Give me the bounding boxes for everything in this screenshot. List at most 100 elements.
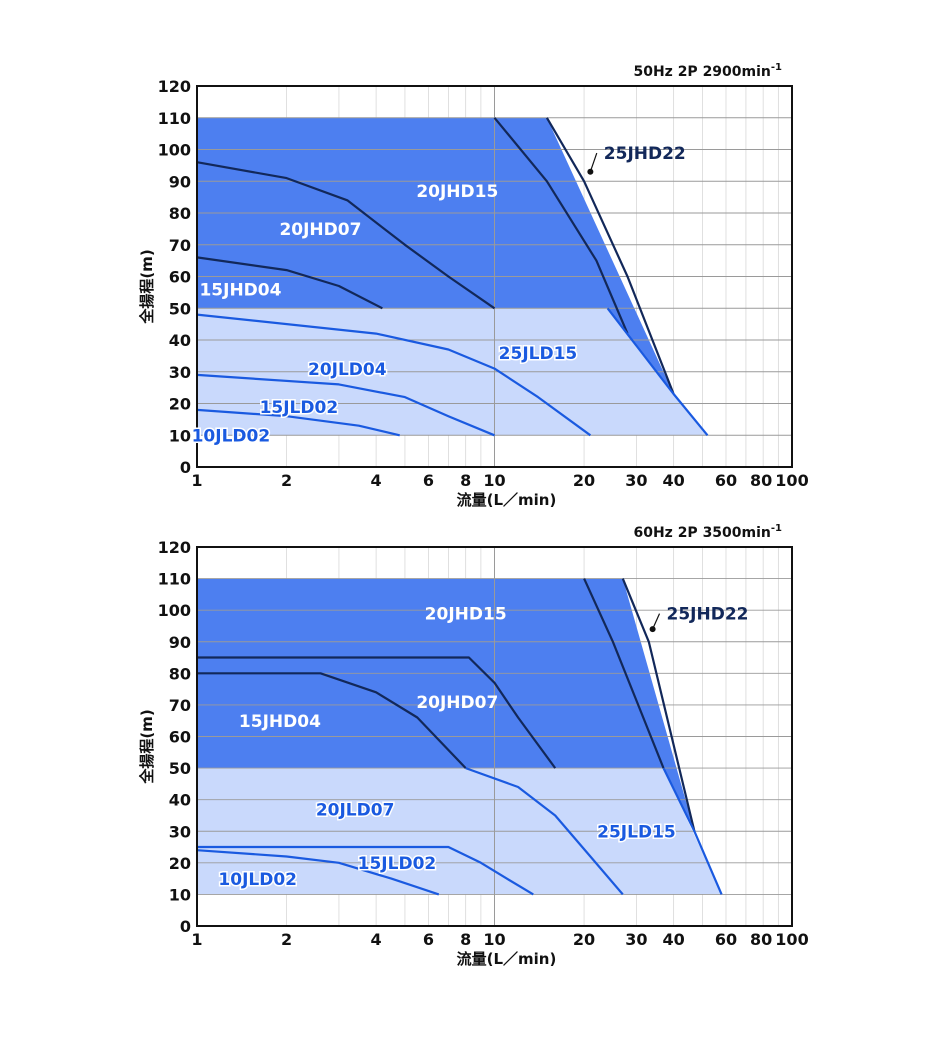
y-tick-label: 80: [169, 664, 191, 683]
y-tick-label: 0: [180, 458, 191, 477]
x-tick-label: 20: [573, 471, 595, 490]
y-tick-label: 10: [169, 426, 191, 445]
plot-frame: [196, 546, 793, 927]
y-tick-label: 20: [169, 854, 191, 873]
y-tick-label: 60: [169, 728, 191, 747]
x-tick-label: 30: [625, 471, 647, 490]
region-jhd: [197, 117, 674, 394]
x-tick-label: 20: [573, 930, 595, 949]
y-tick-label: 70: [169, 696, 191, 715]
series-20jhd07: [197, 656, 557, 769]
y-tick-label: 50: [169, 759, 191, 778]
x-tick-label: 40: [662, 471, 684, 490]
series-20jld07: [465, 767, 624, 896]
series-20jhd07: [196, 161, 496, 310]
chart-2: 0 10 20 30 40 50 60 70 80 90 100 110 120 1 2 4 6 8 10 20 30 4…: [138, 523, 809, 968]
y-tick-label: 50: [169, 299, 191, 318]
major-grid: [197, 547, 792, 926]
x-tick-label: 100: [775, 930, 808, 949]
y-tick-label: 20: [169, 395, 191, 414]
y-tick-label: 40: [169, 791, 191, 810]
x-tick-label: 80: [750, 930, 772, 949]
y-tick-label: 110: [158, 570, 191, 589]
x-axis-label: 流量(L／min): [457, 950, 557, 968]
x-tick-label: 30: [625, 930, 647, 949]
chart-header-sup: -1: [771, 62, 782, 73]
x-tick-label: 4: [371, 930, 382, 949]
chart-header: 60Hz 2P 3500min-1: [633, 523, 782, 541]
x-tick-label: 10: [483, 930, 505, 949]
y-tick-label: 120: [158, 538, 191, 557]
x-tick-label: 60: [715, 471, 737, 490]
x-tick-label: 6: [423, 471, 434, 490]
x-tick-label: 80: [750, 471, 772, 490]
chart-header: 50Hz 2P 2900min-1: [633, 62, 782, 80]
label-leader-dot: [587, 168, 594, 175]
x-tick-label: 1: [191, 471, 202, 490]
series-label-10jld02: 10JLD02: [218, 870, 297, 890]
series-label-20jhd07: 20JHD07: [279, 220, 361, 240]
x-tick-label: 2: [281, 471, 292, 490]
chart-1: 0 10 20 30 40 50 60 70 80 90 100 110 120 1 2 4 6 8 10 20 30 4…: [138, 62, 809, 509]
x-tick-label: 1: [191, 930, 202, 949]
y-tick-label: 30: [169, 363, 191, 382]
y-tick-label: 10: [169, 885, 191, 904]
x-tick-label: 10: [483, 471, 505, 490]
x-tick-label: 8: [460, 471, 471, 490]
label-leader-dot: [649, 626, 656, 633]
series-20jhd15: [583, 578, 665, 769]
series-label-20jld04: 20JLD04: [308, 360, 387, 380]
series-label-20jhd07: 20JHD07: [416, 693, 498, 713]
series-label-25jld15: 25JLD15: [597, 823, 676, 843]
series-25jld15: [606, 307, 709, 436]
series-25jhd22: [545, 117, 675, 395]
series-label-20jhd15: 20JHD15: [425, 605, 507, 625]
series-label-25jld15: 25JLD15: [499, 344, 578, 364]
label-leader-line: [589, 152, 598, 172]
series-15jld02: [197, 845, 534, 896]
series-15jld02: [196, 373, 495, 437]
y-axis-label: 全揚程(m): [138, 249, 156, 324]
x-axis-label: 流量(L／min): [457, 491, 557, 509]
series-label-10jld02: 10JLD02: [192, 427, 271, 447]
x-tick-label: 40: [662, 930, 684, 949]
series-15jhd04: [196, 256, 383, 310]
series-10jld02: [196, 408, 400, 437]
y-tick-label: 90: [169, 633, 191, 652]
y-axis-label: 全揚程(m): [138, 709, 156, 784]
y-tick-label: 110: [158, 109, 191, 128]
series-label-15jld02: 15JLD02: [260, 398, 339, 418]
x-tick-label: 4: [371, 471, 382, 490]
series-10jld02: [196, 849, 440, 896]
y-tick-label: 90: [169, 172, 191, 191]
series-25jld15: [662, 767, 723, 895]
y-tick-label: 100: [158, 601, 191, 620]
series-label-15jhd04: 15JHD04: [199, 281, 281, 301]
y-tick-label: 80: [169, 204, 191, 223]
plot-frame: [196, 85, 793, 468]
x-tick-label: 60: [715, 930, 737, 949]
y-tick-label: 100: [158, 141, 191, 160]
x-tick-label: 8: [460, 930, 471, 949]
series-label-25jhd22: 25JHD22: [604, 144, 686, 164]
y-tick-label: 60: [169, 268, 191, 287]
series-15jhd04: [197, 672, 467, 769]
x-tick-label: 100: [775, 471, 808, 490]
y-tick-label: 70: [169, 236, 191, 255]
chart-header-sup: -1: [771, 523, 782, 534]
series-20jld04: [196, 313, 592, 437]
series-label-25jhd22: 25JHD22: [667, 605, 749, 625]
series-label-15jld02: 15JLD02: [358, 854, 437, 874]
series-label-20jhd15: 20JHD15: [416, 182, 498, 202]
series-label-20jld07: 20JLD07: [316, 800, 395, 820]
series-20jhd15: [493, 117, 629, 335]
y-tick-label: 30: [169, 822, 191, 841]
y-tick-label: 0: [180, 917, 191, 936]
x-tick-label: 2: [281, 930, 292, 949]
x-tick-label: 6: [423, 930, 434, 949]
series-label-15jhd04: 15JHD04: [239, 712, 321, 732]
y-tick-label: 40: [169, 331, 191, 350]
series-25jhd22: [621, 578, 696, 832]
y-tick-label: 120: [158, 77, 191, 96]
